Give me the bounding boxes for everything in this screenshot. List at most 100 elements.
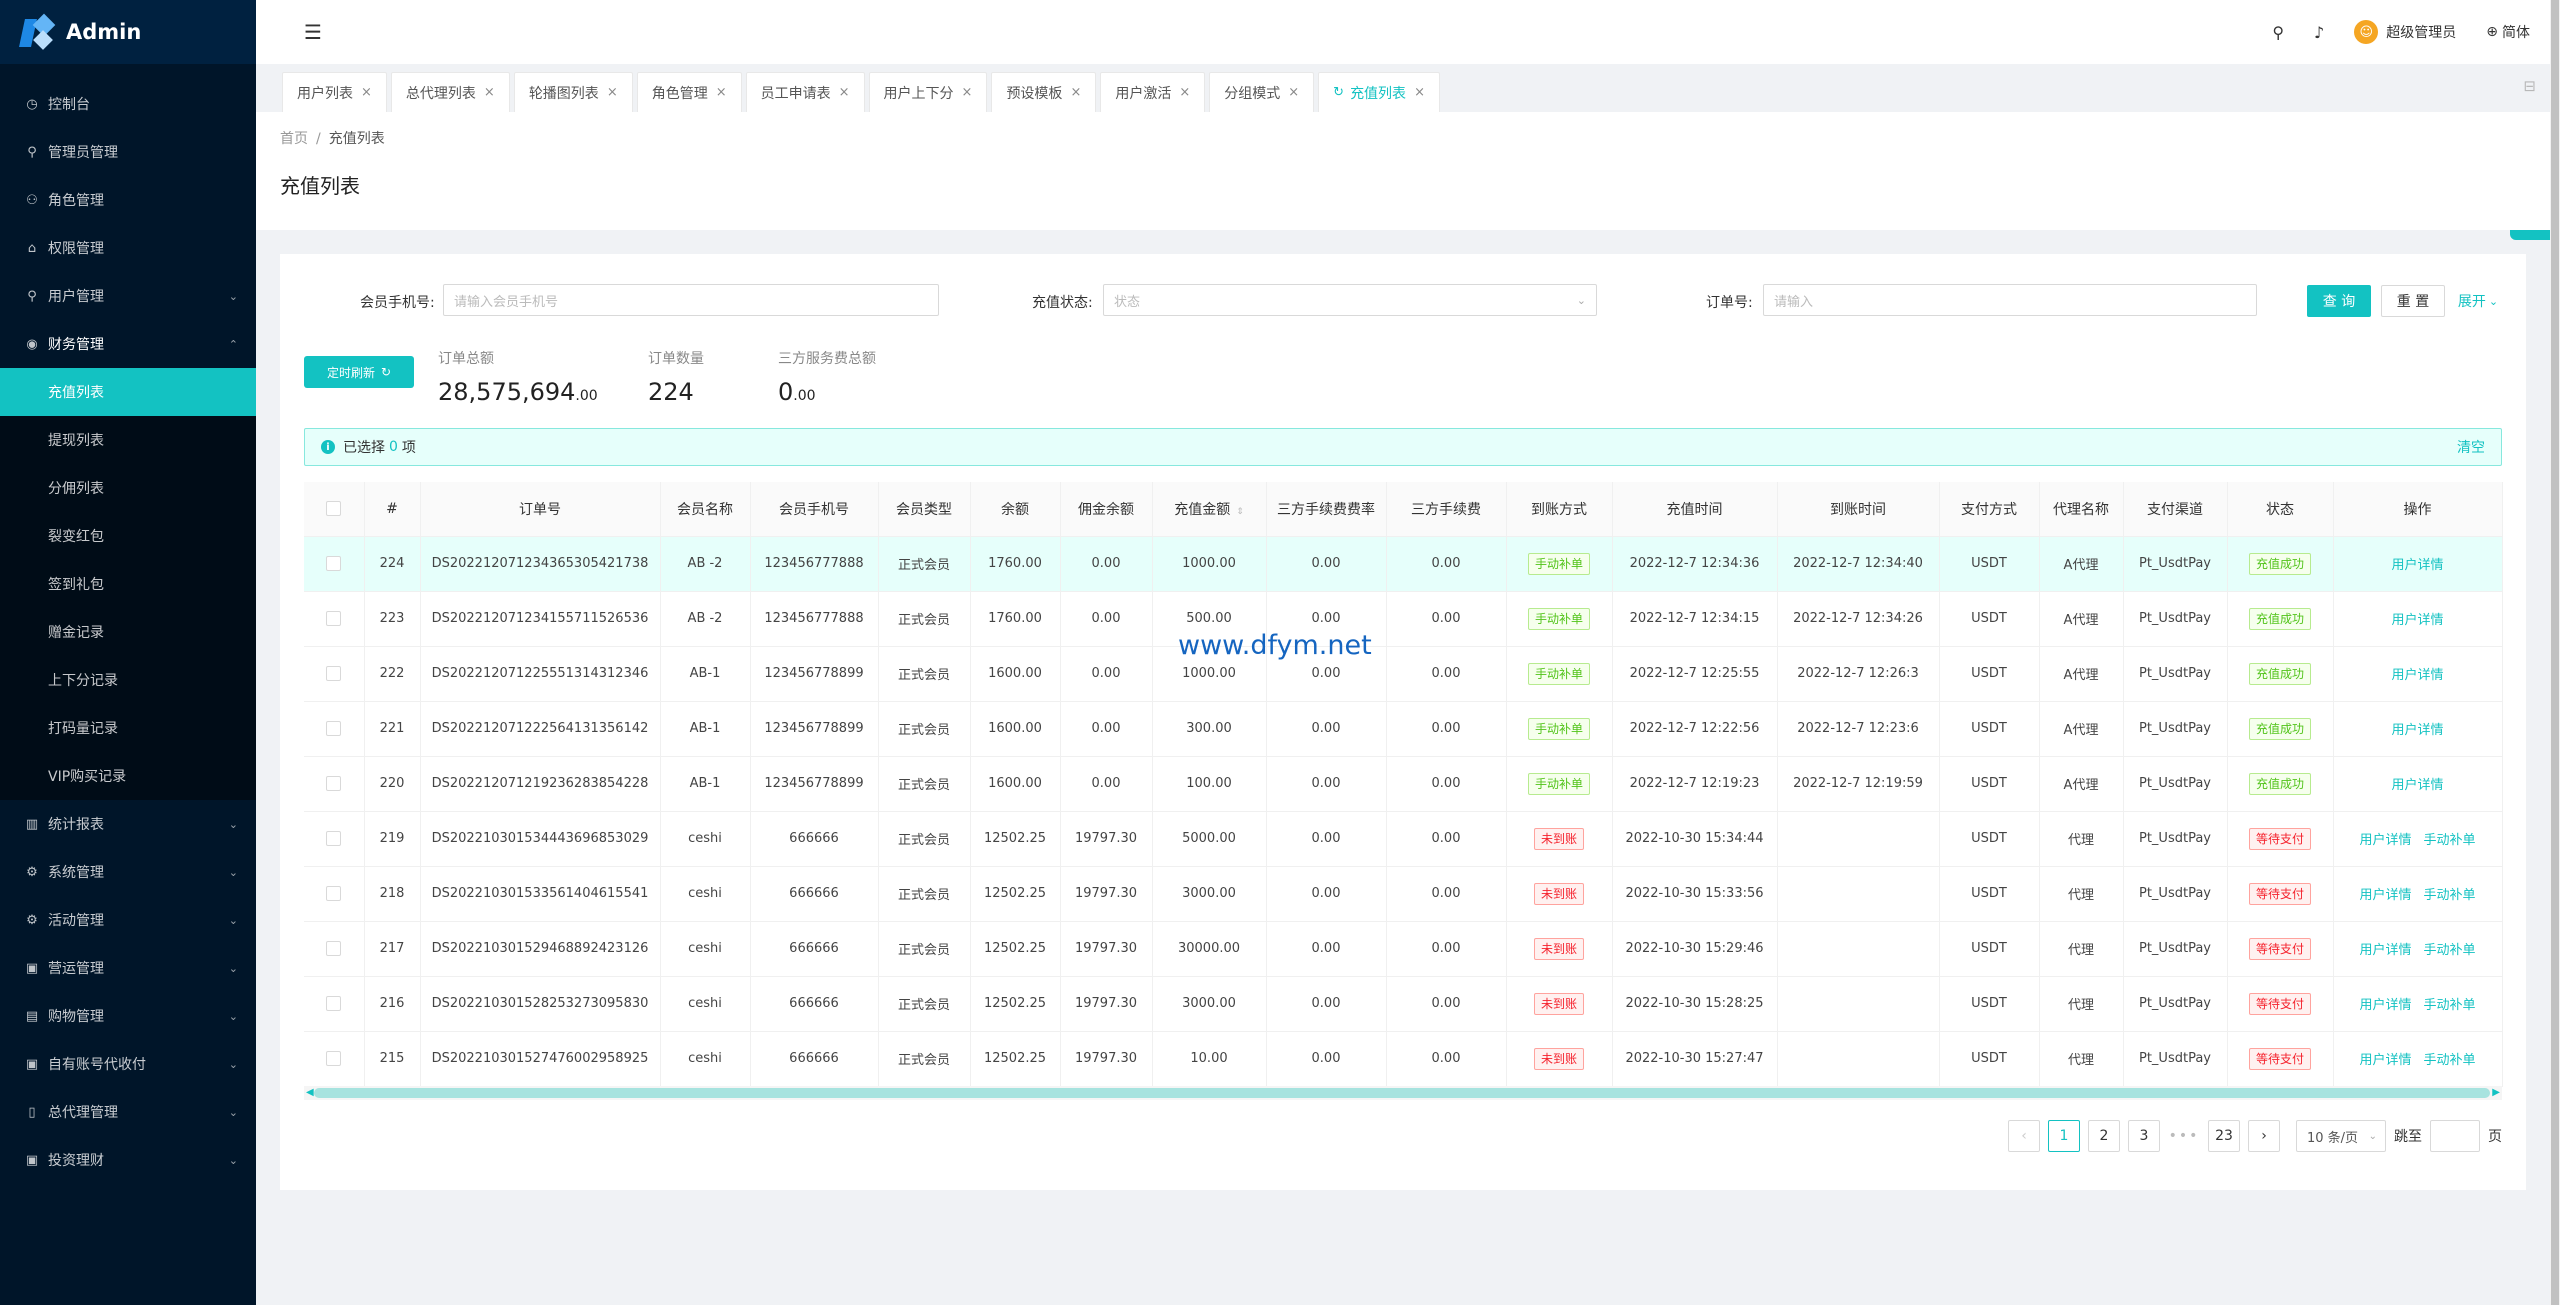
sidebar-subitem[interactable]: 提现列表 [0,416,256,464]
sidebar-item-bottom-0[interactable]: ▥ 统计报表 ⌄ [0,800,256,848]
sidebar-item-top-5[interactable]: ◉ 财务管理 ⌃ [0,320,256,368]
sidebar-item-bottom-4[interactable]: ▤ 购物管理 ⌄ [0,992,256,1040]
page-button[interactable]: 1 [2048,1120,2080,1152]
sort-icon[interactable]: ⇕ [1236,506,1244,517]
query-button[interactable]: 查 询 [2307,285,2371,317]
row-checkbox[interactable] [326,556,342,571]
tab-item[interactable]: 总代理列表 × [390,72,510,112]
table-row[interactable]: 216 DS20221030152825327309583​0 ceshi 66666… [304,976,2503,1032]
select-all-checkbox[interactable] [326,501,342,517]
row-checkbox[interactable] [326,831,342,846]
user-detail-link[interactable]: 用户详情 [2391,613,2444,628]
row-checkbox[interactable] [326,886,342,901]
sidebar-item-bottom-6[interactable]: ▯ 总代理管理 ⌄ [0,1088,256,1136]
lock-icon[interactable]: ⊟ [2523,77,2536,95]
sidebar-item-top-0[interactable]: ◷ 控制台 [0,80,256,128]
next-page-button[interactable]: › [2248,1120,2280,1152]
logo[interactable]: Admin [0,0,256,64]
sidebar-item-top-2[interactable]: ⚇ 角色管理 [0,176,256,224]
column-header[interactable]: 充值金额 ⇕ [1152,482,1267,537]
jump-page-input[interactable] [2430,1120,2480,1152]
close-icon[interactable]: × [1179,85,1191,100]
close-icon[interactable]: × [1070,85,1082,100]
table-horizontal-scrollbar[interactable]: ◀ ▶ [304,1086,2502,1100]
manual-order-link[interactable]: 手动补单 [2423,888,2476,903]
table-row[interactable]: 224 DS20221207123436530542173​8 AB -2 12345… [304,536,2503,592]
tab-item[interactable]: 用户列表 × [282,72,387,112]
user-detail-link[interactable]: 用户详情 [2391,558,2444,573]
bell-icon[interactable]: ♪ [2314,22,2325,42]
page-size-select[interactable]: 10 条/页 ⌄ [2296,1120,2386,1152]
close-icon[interactable]: × [961,85,973,100]
user-detail-link[interactable]: 用户详情 [2359,998,2412,1013]
table-row[interactable]: 222 DS20221207122555131431234​6 AB-1 123456… [304,646,2503,702]
menu-fold-icon[interactable]: ☰ [304,20,322,44]
scroll-left-icon[interactable]: ◀ [306,1087,314,1098]
breadcrumb-home[interactable]: 首页 [280,131,308,147]
sidebar-subitem[interactable]: 打码量记录 [0,704,256,752]
row-checkbox[interactable] [326,941,342,956]
row-checkbox[interactable] [326,776,342,791]
tab-item[interactable]: 用户上下分 × [868,72,988,112]
tab-item[interactable]: 轮播图列表 × [513,72,633,112]
close-icon[interactable]: × [1414,85,1425,100]
row-checkbox[interactable] [326,721,342,736]
order-input[interactable]: 请输入 [1763,284,2257,316]
sidebar-subitem[interactable]: 签到礼包 [0,560,256,608]
sidebar-item-bottom-5[interactable]: ▣ 自有账号代收付 ⌄ [0,1040,256,1088]
expand-button[interactable]: 展开 ⌄ [2453,285,2503,317]
close-icon[interactable]: × [1288,85,1300,100]
table-row[interactable]: 218 DS20221030153356140461554​1 ceshi 66666… [304,866,2503,922]
page-button[interactable]: 2 [2088,1120,2120,1152]
search-icon[interactable]: ⚲ [2272,22,2285,42]
close-icon[interactable]: × [483,85,495,100]
page-button[interactable]: 3 [2128,1120,2160,1152]
sidebar-item-top-3[interactable]: ⌂ 权限管理 [0,224,256,272]
page-scrollbar[interactable] [2550,0,2560,1305]
sidebar-subitem[interactable]: 赠金记录 [0,608,256,656]
table-row[interactable]: 221 DS20221207122256413135614​2 AB-1 123456… [304,701,2503,757]
sidebar-item-top-4[interactable]: ⚲ 用户管理 ⌄ [0,272,256,320]
page-button-last[interactable]: 23 [2208,1120,2240,1152]
user-detail-link[interactable]: 用户详情 [2391,778,2444,793]
table-row[interactable]: 223 DS20221207123415571152653​6 AB -2 12345… [304,591,2503,647]
scroll-thumb[interactable] [314,1088,2490,1098]
sidebar-subitem[interactable]: VIP购买记录 [0,752,256,800]
sidebar-item-bottom-3[interactable]: ▣ 营运管理 ⌄ [0,944,256,992]
table-row[interactable]: 215 DS20221030152747600295892​5 ceshi 66666… [304,1031,2503,1087]
tab-item[interactable]: 分组模式 × [1209,72,1315,112]
manual-order-link[interactable]: 手动补单 [2423,1053,2476,1068]
sidebar-subitem[interactable]: 上下分记录 [0,656,256,704]
scrollbar-thumb[interactable] [2551,0,2559,1305]
tab-item[interactable]: 预设模板 × [991,72,1097,112]
tab-item[interactable]: ↻ 充值列表 × [1318,72,1440,112]
sidebar-subitem[interactable]: 分佣列表 [0,464,256,512]
user-detail-link[interactable]: 用户详情 [2391,723,2444,738]
status-select[interactable]: 状态 ⌄ [1103,284,1597,316]
sidebar-item-top-1[interactable]: ⚲ 管理员管理 [0,128,256,176]
row-checkbox[interactable] [326,611,342,626]
page-ellipsis[interactable]: ••• [2168,1128,2200,1144]
user-detail-link[interactable]: 用户详情 [2359,943,2412,958]
sidebar-item-bottom-1[interactable]: ⚙ 系统管理 ⌄ [0,848,256,896]
scroll-right-icon[interactable]: ▶ [2492,1087,2500,1098]
phone-input[interactable]: 请输入会员手机号 [443,284,939,316]
tab-item[interactable]: 角色管理 × [636,72,742,112]
manual-order-link[interactable]: 手动补单 [2423,998,2476,1013]
user-menu[interactable]: ☺ 超级管理员 [2354,20,2456,44]
refresh-icon[interactable]: ↻ [1333,85,1345,100]
user-detail-link[interactable]: 用户详情 [2359,1053,2412,1068]
clear-selection-link[interactable]: 清空 [2457,440,2485,456]
close-icon[interactable]: × [838,85,850,100]
table-row[interactable]: 219 DS20221030153444369685302​9 ceshi 66666… [304,811,2503,867]
reset-button[interactable]: 重 置 [2381,285,2445,317]
sidebar-item-bottom-2[interactable]: ⚙ 活动管理 ⌄ [0,896,256,944]
close-icon[interactable]: × [606,85,618,100]
close-icon[interactable]: × [361,85,372,100]
tab-item[interactable]: 员工申请表 × [745,72,865,112]
manual-order-link[interactable]: 手动补单 [2423,833,2476,848]
table-row[interactable]: 217 DS20221030152946889242312​6 ceshi 66666… [304,921,2503,977]
sidebar-item-bottom-7[interactable]: ▣ 投资理财 ⌄ [0,1136,256,1184]
prev-page-button[interactable]: ‹ [2008,1120,2040,1152]
tab-item[interactable]: 用户激活 × [1100,72,1206,112]
